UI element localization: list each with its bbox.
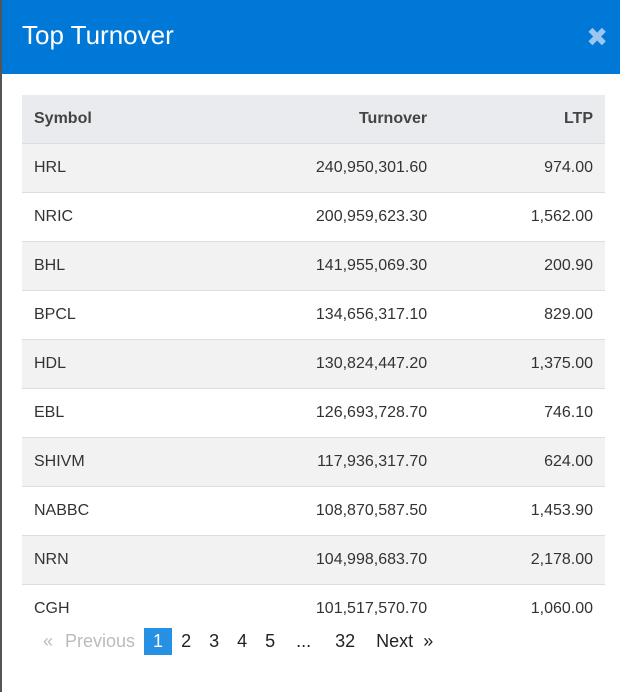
page-4[interactable]: 4 [237,631,248,651]
cell-ltp: 2,178.00 [439,535,605,585]
cell-turnover: 104,998,683.70 [179,535,440,585]
modal-header: Top Turnover ✖ [2,0,620,74]
table-row[interactable]: NABBC 108,870,587.50 1,453.90 [22,486,605,536]
cell-symbol: HRL [22,143,180,193]
cell-ltp: 624.00 [439,437,605,487]
close-icon[interactable]: ✖ [586,22,608,52]
cell-symbol: EBL [22,388,180,438]
cell-turnover: 141,955,069.30 [179,241,440,291]
table-row[interactable]: SHIVM 117,936,317.70 624.00 [22,437,605,487]
page-32[interactable]: 32 [335,631,356,651]
cell-ltp: 829.00 [439,290,605,340]
table-row[interactable]: HDL 130,824,447.20 1,375.00 [22,339,605,389]
col-ltp[interactable]: LTP [439,95,605,144]
cell-turnover: 200,959,623.30 [179,192,440,242]
cell-symbol: BHL [22,241,180,291]
pagination: « Previous 1 2 3 4 5... 32 Next » [34,628,442,655]
cell-turnover: 101,517,570.70 [179,584,440,633]
cell-ltp: 1,562.00 [439,192,605,242]
cell-symbol: HDL [22,339,180,389]
table-row[interactable]: HRL 240,950,301.60 974.00 [22,143,605,193]
cell-ltp: 1,060.00 [439,584,605,633]
cell-turnover: 117,936,317.70 [179,437,440,487]
table-row[interactable]: CGH 101,517,570.70 1,060.00 [22,584,605,633]
page-2[interactable]: 2 [181,631,192,651]
cell-symbol: SHIVM [22,437,180,487]
previous-label: Previous [65,631,136,651]
cell-symbol: NRN [22,535,180,585]
next-label: Next [376,631,414,651]
prev-arrow-icon: « [43,631,54,651]
cell-symbol: NRIC [22,192,180,242]
cell-turnover: 126,693,728.70 [179,388,440,438]
cell-ltp: 974.00 [439,143,605,193]
table-row[interactable]: BHL 141,955,069.30 200.90 [22,241,605,291]
cell-ltp: 1,375.00 [439,339,605,389]
modal-title: Top Turnover [22,20,174,50]
next-button[interactable]: Next » [367,628,442,655]
cell-symbol: NABBC [22,486,180,536]
cell-ltp: 200.90 [439,241,605,291]
next-arrow-icon: » [423,631,434,651]
page-1[interactable]: 1 [144,628,173,655]
page-3[interactable]: 3 [209,631,220,651]
col-turnover[interactable]: Turnover [179,95,440,144]
table-row[interactable]: NRIC 200,959,623.30 1,562.00 [22,192,605,242]
table-header-row: Symbol Turnover LTP [22,95,605,144]
table-row[interactable]: EBL 126,693,728.70 746.10 [22,388,605,438]
page-5[interactable]: 5 [265,631,276,651]
table-row[interactable]: BPCL 134,656,317.10 829.00 [22,290,605,340]
cell-turnover: 240,950,301.60 [179,143,440,193]
cell-ltp: 746.10 [439,388,605,438]
cell-turnover: 134,656,317.10 [179,290,440,340]
cell-symbol: BPCL [22,290,180,340]
pagination-ellipsis: ... [296,631,312,651]
col-symbol[interactable]: Symbol [22,95,180,144]
cell-symbol: CGH [22,584,180,633]
turnover-table: Symbol Turnover LTP HRL 240,950,301.60 974… [22,95,605,633]
cell-ltp: 1,453.90 [439,486,605,536]
cell-turnover: 130,824,447.20 [179,339,440,389]
table-row[interactable]: NRN 104,998,683.70 2,178.00 [22,535,605,585]
window-edge [0,0,2,692]
cell-turnover: 108,870,587.50 [179,486,440,536]
previous-button[interactable]: « Previous [34,628,144,655]
